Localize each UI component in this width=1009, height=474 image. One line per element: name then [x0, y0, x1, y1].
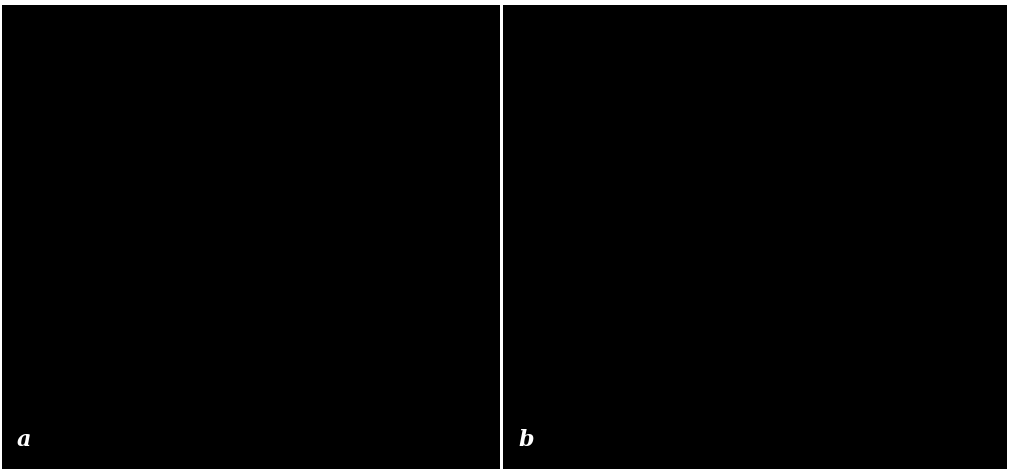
Text: a: a — [17, 428, 31, 451]
Text: b: b — [519, 428, 534, 451]
